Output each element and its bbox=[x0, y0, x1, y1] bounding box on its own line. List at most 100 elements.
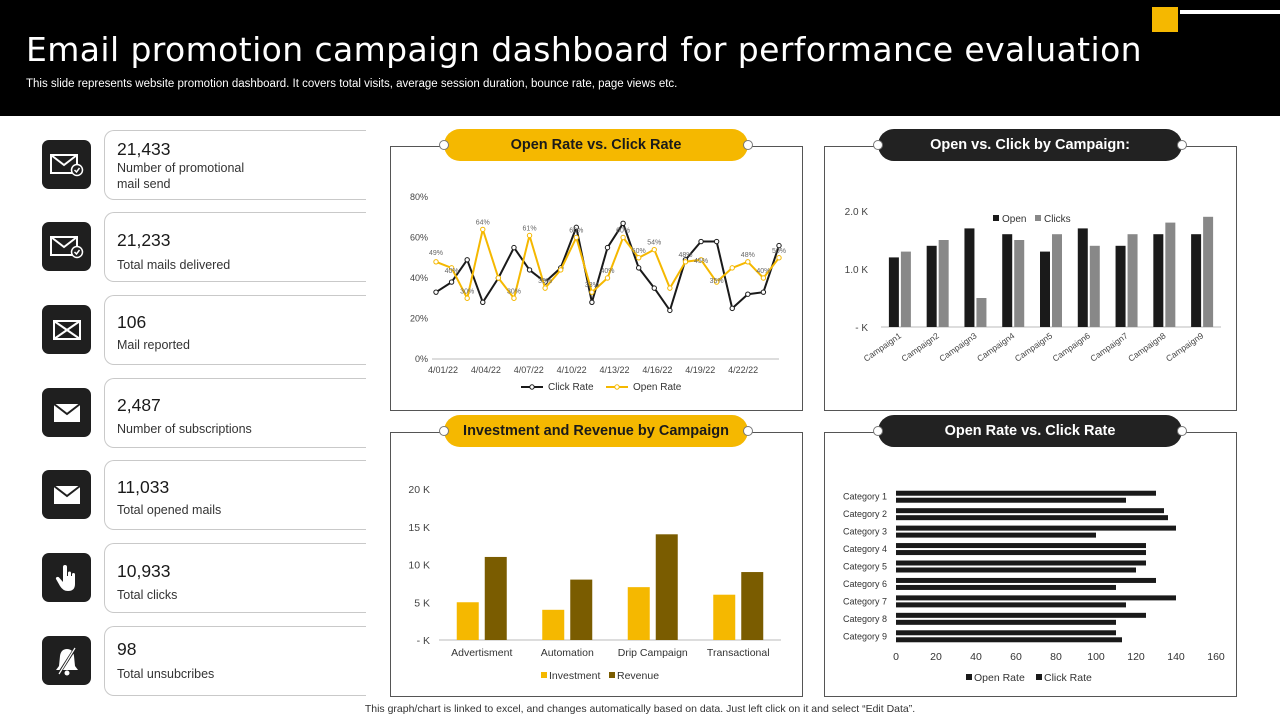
bar bbox=[896, 543, 1146, 549]
data-label: 30% bbox=[460, 288, 474, 295]
y-tick-label: - K bbox=[855, 323, 868, 334]
legend-marker bbox=[614, 384, 620, 390]
data-point bbox=[698, 257, 704, 263]
mail-check-icon bbox=[42, 140, 91, 189]
hbar-panel: Category 1 Category 2 Category 3 Category 4… bbox=[824, 432, 1237, 697]
legend-swatch bbox=[1035, 215, 1041, 221]
kpi-card-mails-sent: 21,433 Number of promotional mail send bbox=[104, 130, 366, 200]
data-point bbox=[589, 299, 595, 306]
x-tick-label: Campaign3 bbox=[937, 330, 979, 363]
bar bbox=[484, 556, 507, 640]
data-point bbox=[620, 220, 626, 227]
legend-label: Clicks bbox=[1044, 214, 1071, 225]
x-tick-label: 160 bbox=[1207, 651, 1225, 663]
kpi-value: 11,033 bbox=[117, 477, 170, 497]
kpi-label: Number of subscriptions bbox=[117, 422, 252, 436]
data-label: 60% bbox=[569, 228, 583, 235]
x-tick-label: 4/13/22 bbox=[599, 365, 629, 375]
bar bbox=[456, 602, 479, 640]
x-tick-label: Campaign5 bbox=[1013, 330, 1055, 363]
bar bbox=[1089, 245, 1100, 327]
open-click-line-chart: 0% 20% 40% 60% 80% 4/01/22 4/04/22 4/07/22 4/10/… bbox=[410, 192, 786, 393]
data-point bbox=[760, 289, 767, 295]
data-point bbox=[526, 267, 533, 273]
panel-title-text: Open vs. Click by Campaign: bbox=[930, 137, 1130, 153]
x-tick-label: Campaign6 bbox=[1051, 330, 1093, 363]
data-label: 48% bbox=[678, 252, 692, 259]
data-point bbox=[448, 265, 455, 271]
legend-swatch bbox=[609, 672, 615, 678]
bar bbox=[1115, 245, 1126, 327]
accent-line bbox=[1180, 10, 1280, 14]
data-point bbox=[589, 289, 595, 295]
x-tick-label: 4/10/22 bbox=[557, 365, 587, 375]
data-point bbox=[433, 259, 439, 265]
y-tick-label: 15 K bbox=[408, 522, 430, 534]
y-tick-label: 1.0 K bbox=[845, 265, 869, 276]
data-label: 64% bbox=[476, 219, 490, 226]
bar bbox=[896, 602, 1126, 608]
kpi-label: Total opened mails bbox=[117, 503, 222, 517]
data-point bbox=[542, 285, 548, 291]
bar bbox=[1002, 234, 1013, 327]
x-tick-label: 4/04/22 bbox=[471, 365, 501, 375]
panel-title-open-click-bar: Open Rate vs. Click Rate bbox=[873, 415, 1187, 447]
kpi-value: 2,487 bbox=[117, 395, 161, 415]
bar bbox=[896, 637, 1122, 643]
kpi-card-total-clicks: 10,933 Total clicks bbox=[104, 543, 366, 613]
x-tick-label: Drip Campaign bbox=[618, 647, 688, 659]
header: Email promotion campaign dashboard for p… bbox=[0, 0, 1280, 116]
data-point bbox=[511, 295, 517, 301]
data-label: 35% bbox=[710, 278, 724, 285]
x-tick-label: Campaign4 bbox=[975, 330, 1017, 363]
y-tick-label: 10 K bbox=[408, 560, 430, 572]
bar bbox=[655, 534, 678, 640]
data-label: 50% bbox=[632, 248, 646, 255]
bar bbox=[896, 630, 1116, 636]
data-label: 50% bbox=[772, 248, 786, 255]
x-tick-label: Automation bbox=[541, 647, 594, 659]
bar bbox=[896, 612, 1146, 618]
y-tick-label: 2.0 K bbox=[845, 207, 869, 218]
data-point bbox=[776, 255, 782, 261]
data-point bbox=[511, 244, 517, 251]
bar bbox=[926, 245, 937, 327]
y-tick-label: Category 8 bbox=[843, 614, 887, 624]
data-point bbox=[729, 305, 735, 312]
bar bbox=[896, 525, 1176, 531]
data-label: 30% bbox=[507, 288, 521, 295]
data-point bbox=[464, 295, 470, 301]
data-point bbox=[433, 289, 439, 295]
x-tick-label: Transactional bbox=[707, 647, 770, 659]
data-point bbox=[698, 238, 704, 245]
data-point bbox=[573, 224, 580, 231]
kpi-card-unsubscribes: 98 Total unsubcribes bbox=[104, 626, 366, 696]
data-point bbox=[635, 265, 642, 271]
series-line bbox=[435, 222, 780, 312]
bell-off-icon bbox=[42, 636, 91, 685]
kpi-label: Total clicks bbox=[117, 588, 178, 602]
data-point bbox=[776, 242, 782, 249]
data-point bbox=[558, 267, 564, 273]
bar bbox=[542, 609, 565, 640]
kpi-label: Total mails delivered bbox=[117, 258, 231, 272]
accent-square bbox=[1152, 7, 1178, 32]
y-tick-label: 0% bbox=[415, 354, 428, 364]
bar bbox=[896, 584, 1116, 590]
data-label: 48% bbox=[741, 252, 755, 259]
pill-dot bbox=[439, 426, 449, 436]
y-tick-label: Category 3 bbox=[843, 527, 887, 537]
kpi-card-mails-delivered: 21,233 Total mails delivered bbox=[104, 212, 366, 282]
bar bbox=[1077, 228, 1088, 327]
data-label: 33% bbox=[585, 282, 599, 289]
x-tick-label: 4/22/22 bbox=[728, 365, 758, 375]
legend-label: Investment bbox=[549, 670, 600, 682]
data-point bbox=[573, 234, 580, 241]
bar bbox=[888, 257, 899, 327]
bar bbox=[1052, 234, 1062, 327]
legend-label: Click Rate bbox=[548, 382, 594, 393]
y-tick-label: Category 7 bbox=[843, 596, 887, 606]
legend-swatch bbox=[541, 672, 547, 678]
line-chart-panel: 0% 20% 40% 60% 80% 4/01/22 4/04/22 4/07/22 4/10/… bbox=[390, 146, 803, 411]
y-tick-label: 5 K bbox=[414, 597, 430, 609]
